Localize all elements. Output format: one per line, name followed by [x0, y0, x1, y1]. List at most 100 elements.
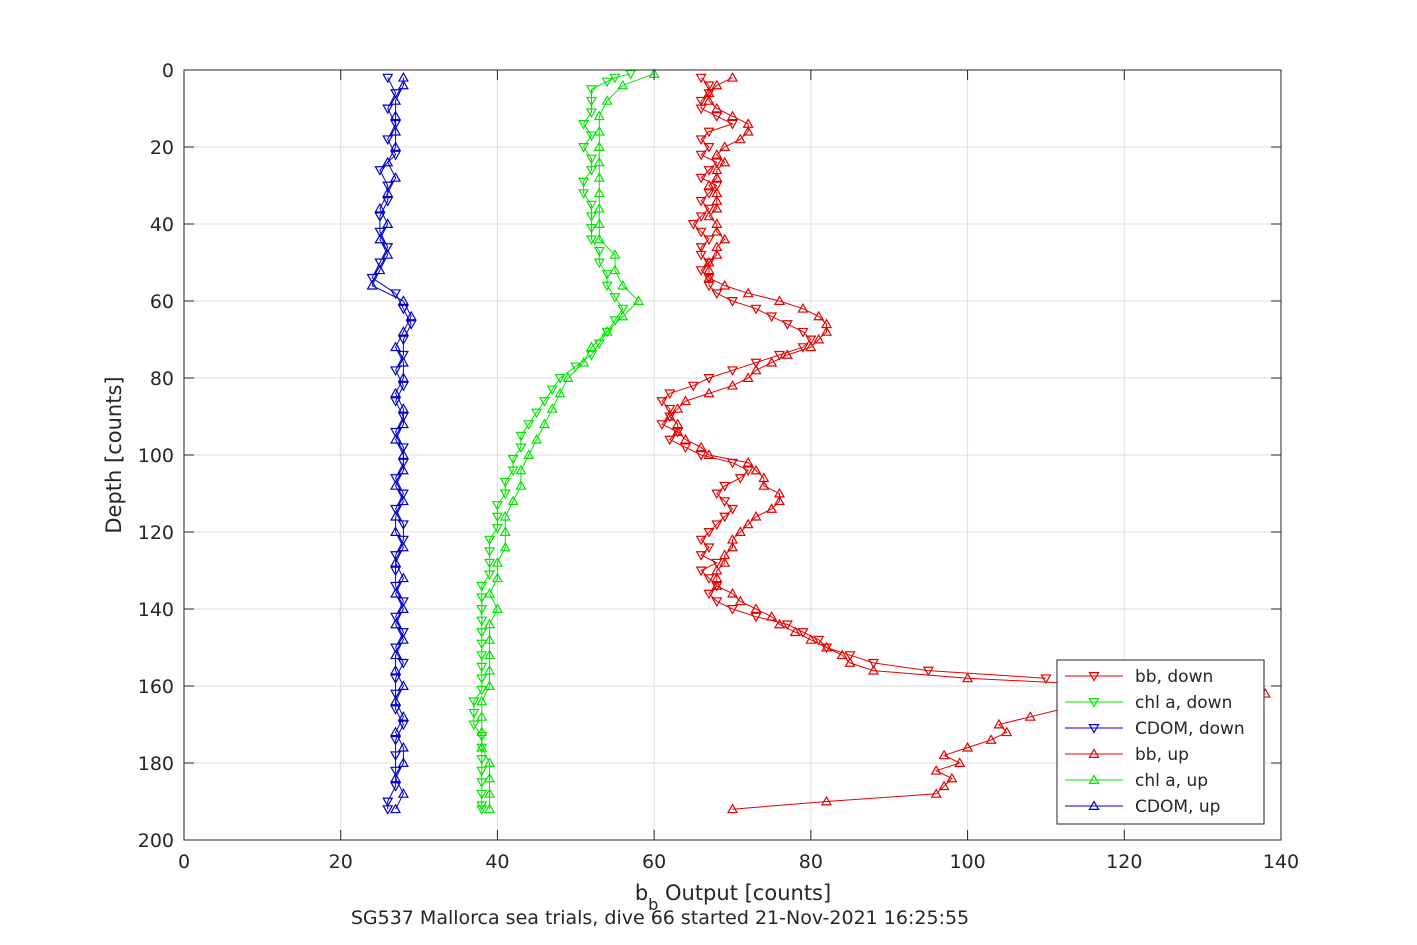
data-point-cdom-up	[390, 433, 402, 444]
data-point-chl-a-up	[484, 680, 496, 690]
data-point-cdom-down	[397, 658, 409, 669]
x-tick-label: 60	[642, 851, 666, 873]
y-tick-label: 200	[138, 830, 174, 852]
data-point-cdom-up	[374, 202, 386, 213]
data-point-bb-down	[742, 466, 754, 477]
data-point-chl-a-down	[538, 397, 550, 407]
data-point-bb-down	[687, 381, 699, 392]
data-point-bb-down	[773, 350, 786, 361]
data-point-chl-a-down	[468, 720, 480, 731]
data-point-bb-down	[703, 543, 715, 554]
data-point-cdom-up	[397, 711, 409, 721]
data-point-chl-a-down	[585, 108, 597, 119]
data-point-cdom-down	[382, 805, 394, 815]
data-point-bb-up	[703, 387, 715, 398]
data-point-chl-a-down	[578, 119, 590, 130]
data-point-bb-up	[742, 125, 754, 136]
data-point-chl-a-up	[617, 279, 629, 290]
data-point-bb-down	[750, 304, 762, 315]
data-point-chl-a-down	[570, 362, 582, 373]
data-point-bb-down	[726, 605, 739, 615]
data-point-chl-a-down	[609, 73, 621, 84]
data-point-cdom-up	[390, 172, 402, 182]
data-point-chl-a-down	[476, 778, 488, 788]
data-point-bb-up	[766, 503, 778, 513]
y-tick-label: 100	[138, 445, 174, 467]
data-point-chl-a-down	[484, 547, 496, 557]
data-point-cdom-up	[397, 295, 409, 305]
data-point-bb-up	[789, 626, 801, 637]
data-point-bb-down	[719, 497, 731, 507]
data-point-chl-a-up	[499, 541, 511, 552]
data-point-chl-a-up	[515, 464, 527, 475]
data-point-cdom-down	[382, 73, 394, 84]
data-point-bb-up	[930, 788, 942, 798]
data-point-bb-down	[703, 528, 715, 538]
data-point-cdom-down	[397, 720, 409, 731]
legend-item-bb-down: bb, down	[1065, 667, 1213, 687]
data-point-bb-down	[1040, 674, 1052, 685]
data-point-cdom-up	[397, 757, 409, 767]
data-point-bb-up	[672, 418, 684, 429]
data-point-chl-a-down	[468, 697, 480, 708]
data-point-bb-up	[844, 657, 856, 667]
data-point-chl-a-up	[484, 788, 496, 798]
data-point-bb-up	[703, 87, 715, 98]
data-point-bb-up	[711, 164, 723, 175]
data-point-chl-a-down	[499, 477, 511, 488]
data-point-chl-a-down	[476, 581, 488, 592]
data-point-bb-up	[703, 264, 715, 275]
data-point-cdom-up	[390, 587, 402, 598]
data-point-cdom-up	[374, 233, 386, 244]
data-point-bb-up	[758, 472, 770, 483]
data-point-bb-up	[734, 595, 746, 606]
data-point-cdom-up	[390, 649, 402, 660]
y-tick-label: 20	[150, 137, 174, 159]
data-point-cdom-up	[390, 803, 402, 814]
data-point-bb-down	[695, 250, 707, 261]
y-tick-label: 0	[162, 60, 174, 82]
legend-label: CDOM, down	[1135, 719, 1245, 739]
data-point-bb-down	[703, 374, 715, 384]
data-point-bb-down	[703, 143, 715, 153]
data-point-bb-down	[687, 220, 699, 230]
data-point-cdom-up	[390, 95, 402, 105]
data-point-bb-up	[711, 241, 723, 252]
data-point-cdom-down	[390, 674, 402, 685]
data-point-bb-down	[703, 81, 715, 92]
data-point-bb-down	[656, 397, 668, 407]
data-point-cdom-down	[390, 289, 402, 300]
data-point-chl-a-down	[601, 281, 613, 292]
data-point-bb-up	[719, 141, 731, 151]
data-point-bb-up	[719, 279, 731, 290]
data-point-bb-up	[726, 533, 739, 544]
data-point-bb-up	[930, 764, 942, 775]
ticks: 0 20 40 60 80 100 120 140 0 20 40 60 80 100 120 140 160 1…	[138, 60, 1299, 873]
x-axis-label-sub: b	[648, 895, 658, 914]
data-point-cdom-up	[390, 510, 402, 521]
data-point-chl-a-down	[476, 593, 488, 604]
data-point-chl-a-up	[546, 403, 558, 413]
data-point-chl-a-up	[593, 218, 605, 228]
data-point-chl-a-down	[578, 143, 590, 153]
data-point-bb-up	[797, 302, 809, 313]
data-point-bb-down	[695, 227, 707, 238]
series-chl-a-up	[476, 68, 660, 814]
data-point-chl-a-up	[562, 372, 574, 382]
data-point-bb-down	[695, 173, 707, 184]
data-point-bb-up	[711, 564, 723, 575]
data-point-cdom-down	[397, 304, 409, 315]
data-point-bb-down	[719, 512, 731, 523]
data-point-chl-a-up	[484, 649, 496, 660]
data-point-chl-a-up	[491, 603, 503, 613]
data-point-bb-up	[726, 71, 739, 82]
data-point-cdom-down	[390, 581, 402, 592]
data-point-bb-up	[954, 757, 966, 767]
data-point-chl-a-down	[499, 489, 511, 500]
data-point-cdom-down	[397, 350, 409, 361]
data-point-cdom-down	[382, 243, 394, 253]
data-point-cdom-up	[366, 279, 378, 290]
data-point-bb-up	[711, 218, 723, 228]
data-point-chl-a-down	[476, 605, 488, 615]
data-point-cdom-down	[397, 520, 409, 531]
